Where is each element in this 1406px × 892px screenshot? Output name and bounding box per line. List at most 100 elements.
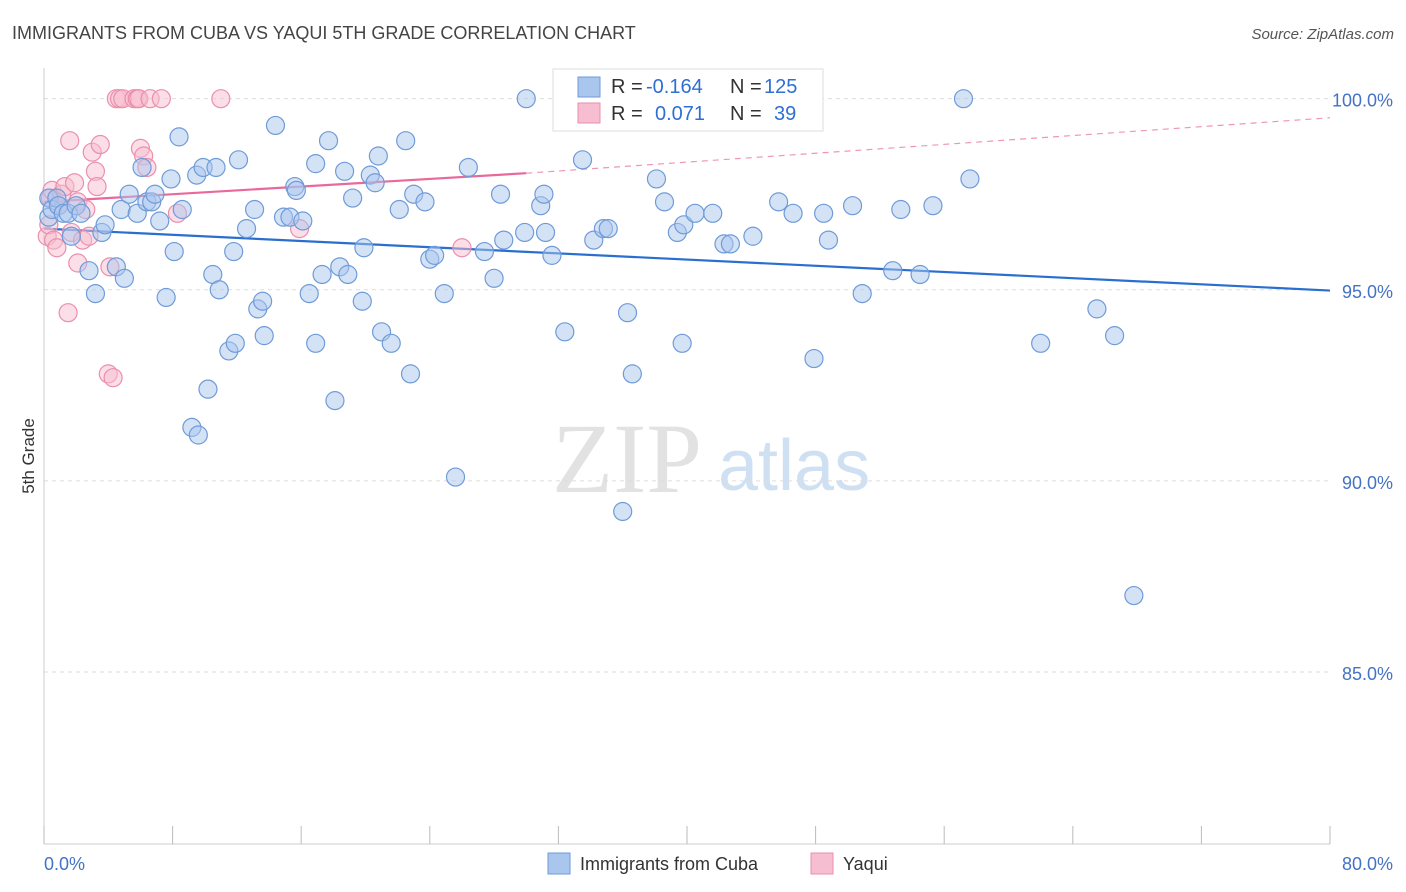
cuba-point [389, 199, 409, 220]
cuba-point [71, 203, 91, 223]
cuba-point [228, 150, 249, 170]
stats-legend-n-value-cuba: 125 [764, 76, 797, 98]
cuba-point [198, 379, 218, 399]
cuba-point [814, 203, 834, 223]
y-tick-label: 90.0% [1342, 473, 1393, 493]
cuba-points [39, 89, 1144, 606]
cuba-point [354, 238, 374, 258]
watermark-zip: ZIP [552, 403, 702, 514]
cuba-point [852, 284, 872, 304]
cuba-point [703, 203, 723, 223]
stats-legend: R = -0.164 N = 125 R = 0.071 N = 39 [552, 68, 824, 132]
cuba-point [150, 211, 170, 231]
cuba-point [783, 203, 803, 223]
cuba-point [132, 157, 152, 178]
x-tick-labels: 0.0% 80.0% [44, 854, 1393, 874]
cuba-point [325, 391, 345, 411]
cuba-point [743, 226, 763, 246]
y-tick-label: 95.0% [1342, 282, 1393, 302]
cuba-point [572, 150, 593, 170]
cuba-point [445, 467, 466, 487]
stats-legend-r-label-yaqui: R = [611, 103, 643, 125]
y-tick-label: 100.0% [1332, 91, 1393, 111]
yaqui-trend-line [43, 172, 527, 203]
cuba-point [365, 173, 385, 193]
cuba-point [923, 196, 943, 216]
cuba-point [542, 245, 562, 265]
axes [43, 68, 1331, 845]
cuba-point [415, 192, 435, 212]
yaqui-point [60, 131, 80, 151]
cuba-point [891, 199, 911, 220]
cuba-point [434, 284, 454, 304]
cuba-point [674, 215, 694, 235]
cuba-point [400, 364, 421, 384]
cuba-point [720, 234, 741, 254]
cuba-point [161, 169, 181, 189]
cuba-point [598, 219, 618, 239]
bottom-legend: Immigrants from Cuba Yaqui [547, 852, 888, 875]
cuba-point [61, 226, 81, 246]
cuba-point [842, 196, 863, 216]
cuba-point [224, 241, 244, 262]
cuba-point [172, 199, 192, 220]
stats-legend-swatch-cuba [577, 76, 601, 98]
cuba-point [622, 364, 642, 384]
cuba-point [516, 89, 536, 109]
stats-legend-n-label-yaqui: N = [730, 103, 762, 125]
cuba-point [1031, 333, 1051, 353]
cuba-trend-line [43, 227, 1331, 292]
stats-legend-r-value-cuba: -0.164 [646, 76, 703, 98]
x-tick-label-max: 80.0% [1342, 854, 1393, 874]
cuba-point [253, 291, 273, 311]
yaqui-trend-extension [526, 117, 1331, 174]
trend-lines [43, 117, 1331, 292]
cuba-point [368, 146, 388, 166]
yaqui-point [452, 238, 472, 258]
cuba-point [306, 333, 326, 353]
cuba-point [293, 211, 313, 231]
cuba-point [312, 264, 332, 285]
y-axis-label: 5th Grade [19, 418, 38, 494]
gridlines [44, 98, 1330, 673]
cuba-point [119, 184, 139, 204]
yaqui-point [58, 303, 78, 323]
cuba-point [244, 199, 265, 220]
cuba-point [79, 261, 99, 281]
cuba-point [85, 284, 106, 304]
cuba-point [960, 169, 980, 189]
cuba-point [646, 169, 667, 189]
y-tick-label: 85.0% [1342, 664, 1393, 684]
cuba-point [286, 180, 306, 200]
cuba-point [209, 280, 229, 300]
cuba-point [381, 333, 401, 353]
chart-source: Source: ZipAtlas.com [1251, 26, 1394, 43]
cuba-point [236, 219, 257, 239]
cuba-point [458, 157, 478, 178]
cuba-point [804, 348, 824, 369]
cuba-point [474, 241, 495, 262]
cuba-point [1087, 299, 1107, 319]
cuba-point [617, 303, 638, 323]
cuba-point [484, 268, 504, 288]
yaqui-point [87, 176, 107, 197]
cuba-point [169, 127, 189, 147]
cuba-point [299, 284, 319, 304]
bottom-legend-swatch-yaqui [810, 852, 834, 875]
cuba-point [343, 188, 363, 208]
cuba-point [265, 115, 286, 136]
chart-title: IMMIGRANTS FROM CUBA VS YAQUI 5TH GRADE … [12, 23, 636, 43]
cuba-point [145, 184, 165, 204]
cuba-point [883, 261, 903, 281]
x-tick-label-min: 0.0% [44, 854, 85, 874]
cuba-point [425, 245, 445, 265]
cuba-point [654, 192, 675, 212]
watermark-atlas: atlas [718, 426, 870, 506]
cuba-point [306, 154, 326, 174]
cuba-point [515, 222, 535, 243]
cuba-point [156, 287, 176, 308]
cuba-point [953, 89, 974, 109]
yaqui-point [103, 368, 123, 388]
y-tick-labels: 100.0% 95.0% 90.0% 85.0% [1332, 91, 1393, 684]
